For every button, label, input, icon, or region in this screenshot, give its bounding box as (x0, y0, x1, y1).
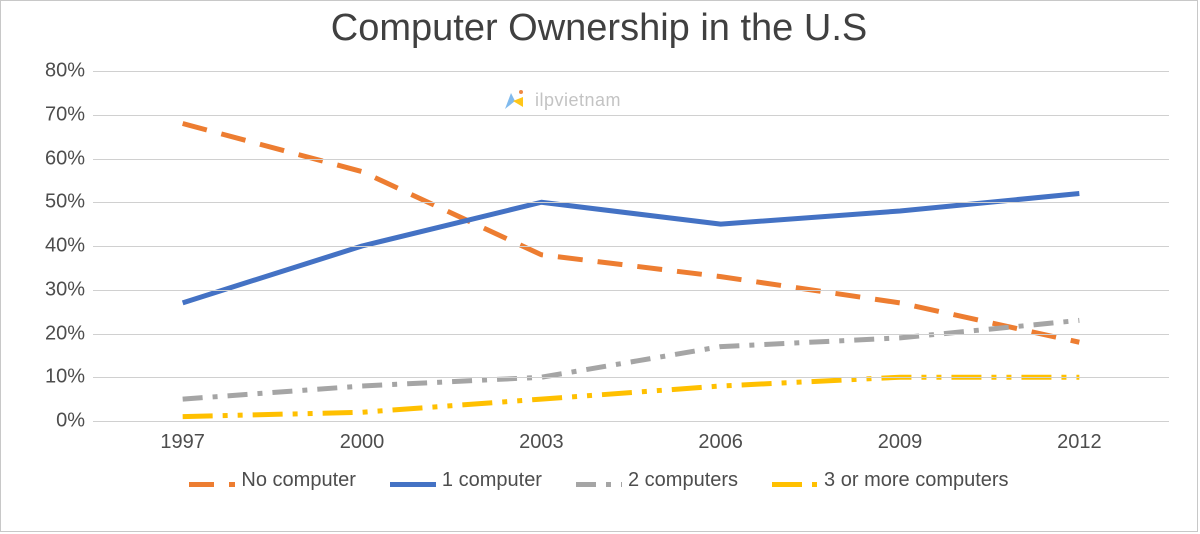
legend-item: No computer (189, 469, 356, 492)
legend: No computer 1 computer 2 computers 3 or mor… (1, 469, 1197, 492)
x-axis-label: 2009 (878, 431, 923, 454)
gridline (93, 202, 1169, 203)
gridline (93, 421, 1169, 422)
gridline (93, 334, 1169, 335)
legend-label: 3 or more computers (824, 469, 1009, 492)
watermark-logo-icon (501, 87, 527, 113)
series-line (183, 320, 1080, 399)
series-line (183, 377, 1080, 416)
y-axis-label: 50% (45, 191, 85, 214)
gridline (93, 290, 1169, 291)
y-axis-label: 10% (45, 366, 85, 389)
legend-item: 3 or more computers (772, 469, 1009, 492)
gridline (93, 115, 1169, 116)
x-axis-label: 2006 (698, 431, 743, 454)
x-axis-label: 2000 (340, 431, 385, 454)
x-axis-label: 1997 (160, 431, 205, 454)
legend-item: 2 computers (576, 469, 738, 492)
legend-label: 1 computer (442, 469, 542, 492)
plot-area: 0%10%20%30%40%50%60%70%80%19972000200320… (93, 71, 1169, 421)
y-axis-label: 20% (45, 322, 85, 345)
chart-title: Computer Ownership in the U.S (1, 7, 1197, 50)
y-axis-label: 70% (45, 103, 85, 126)
gridline (93, 377, 1169, 378)
y-axis-label: 40% (45, 235, 85, 258)
legend-label: No computer (241, 469, 356, 492)
legend-item: 1 computer (390, 469, 542, 492)
series-line (183, 124, 1080, 343)
gridline (93, 71, 1169, 72)
y-axis-label: 80% (45, 60, 85, 83)
watermark-text: ilpvietnam (535, 90, 621, 111)
y-axis-label: 30% (45, 278, 85, 301)
y-axis-label: 60% (45, 147, 85, 170)
gridline (93, 159, 1169, 160)
series-line (183, 194, 1080, 303)
gridline (93, 246, 1169, 247)
watermark: ilpvietnam (501, 87, 621, 113)
legend-label: 2 computers (628, 469, 738, 492)
chart-container: Computer Ownership in the U.S 0%10%20%30… (0, 0, 1198, 532)
x-axis-label: 2012 (1057, 431, 1102, 454)
x-axis-label: 2003 (519, 431, 564, 454)
y-axis-label: 0% (56, 410, 85, 433)
